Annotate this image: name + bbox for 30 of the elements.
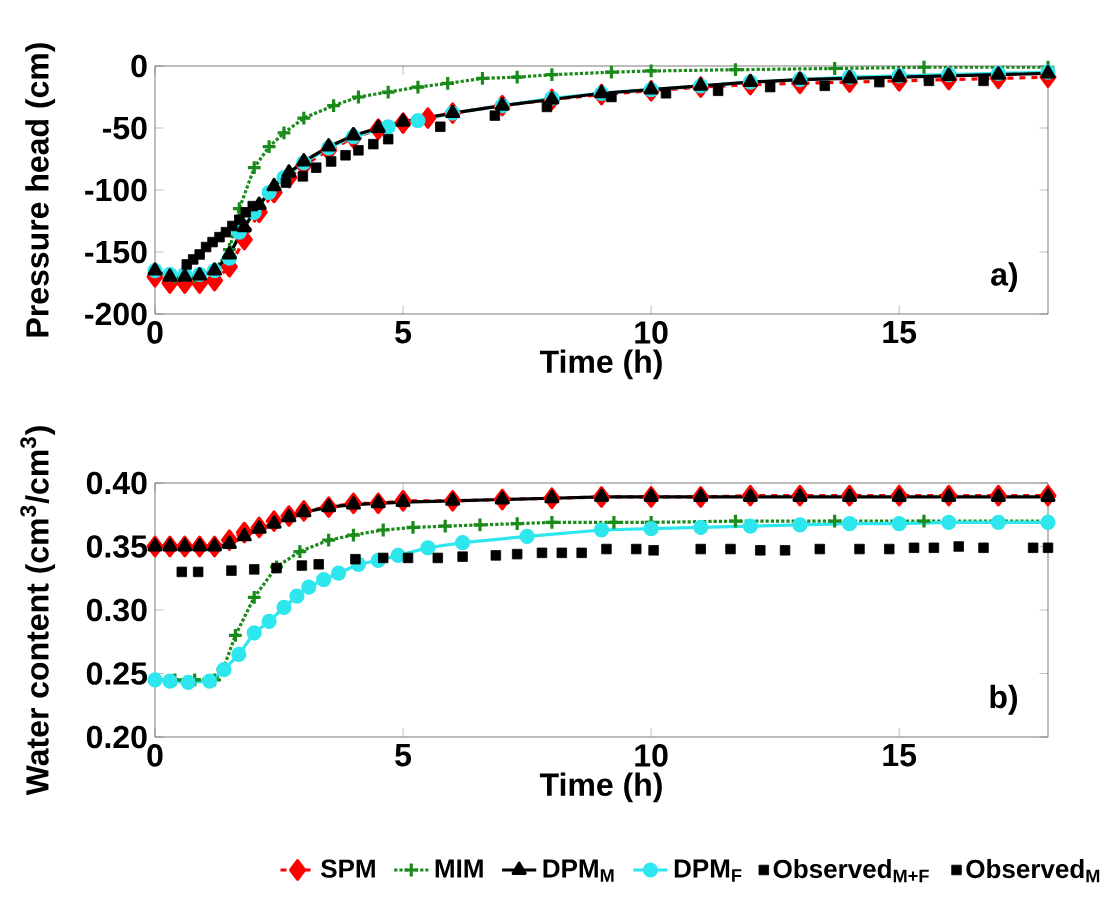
- y-tick-label: 0.40: [86, 471, 147, 495]
- y-tick-label: 0.20: [86, 725, 147, 749]
- y-tick-label: 0.25: [86, 662, 148, 685]
- legend-label: SPM: [321, 859, 375, 878]
- legend-label: Observed$_{M+F}$: [773, 859, 929, 883]
- legend-label: Observed$_{M}$: [966, 859, 1100, 883]
- x-tick-label: 5: [395, 321, 412, 344]
- x-tick-label: 5: [395, 744, 412, 767]
- x-tick-label: 15: [883, 321, 917, 344]
- y-axis-title: Water content (cm$^{3}$/cm$^{3}$): [20, 426, 56, 796]
- y-tick-label: 0.35: [86, 535, 148, 558]
- y-tick-label: -50: [102, 116, 147, 140]
- annotation: a): [991, 262, 1018, 293]
- y-axis-title: Pressure head (cm): [25, 43, 56, 337]
- y-tick-label: 0: [131, 54, 147, 78]
- legend-label: DPM$_{M}$: [543, 859, 614, 882]
- y-tick-label: -150: [85, 240, 147, 264]
- y-tick-label: -200: [85, 302, 147, 326]
- x-tick-label: 10: [635, 321, 668, 344]
- x-axis-title: Time (h): [539, 772, 662, 803]
- x-axis-title: Time (h): [539, 349, 662, 380]
- y-tick-label: 0.30: [86, 598, 147, 622]
- legend-label: MIM: [435, 859, 483, 878]
- annotation: b): [990, 684, 1018, 715]
- x-tick-label: 0: [147, 321, 163, 344]
- x-tick-label: 10: [635, 744, 668, 767]
- x-tick-label: 15: [883, 744, 917, 767]
- y-tick-label: -100: [85, 178, 147, 202]
- legend-label: DPM$_{F}$: [674, 859, 742, 882]
- x-tick-label: 0: [147, 744, 163, 767]
